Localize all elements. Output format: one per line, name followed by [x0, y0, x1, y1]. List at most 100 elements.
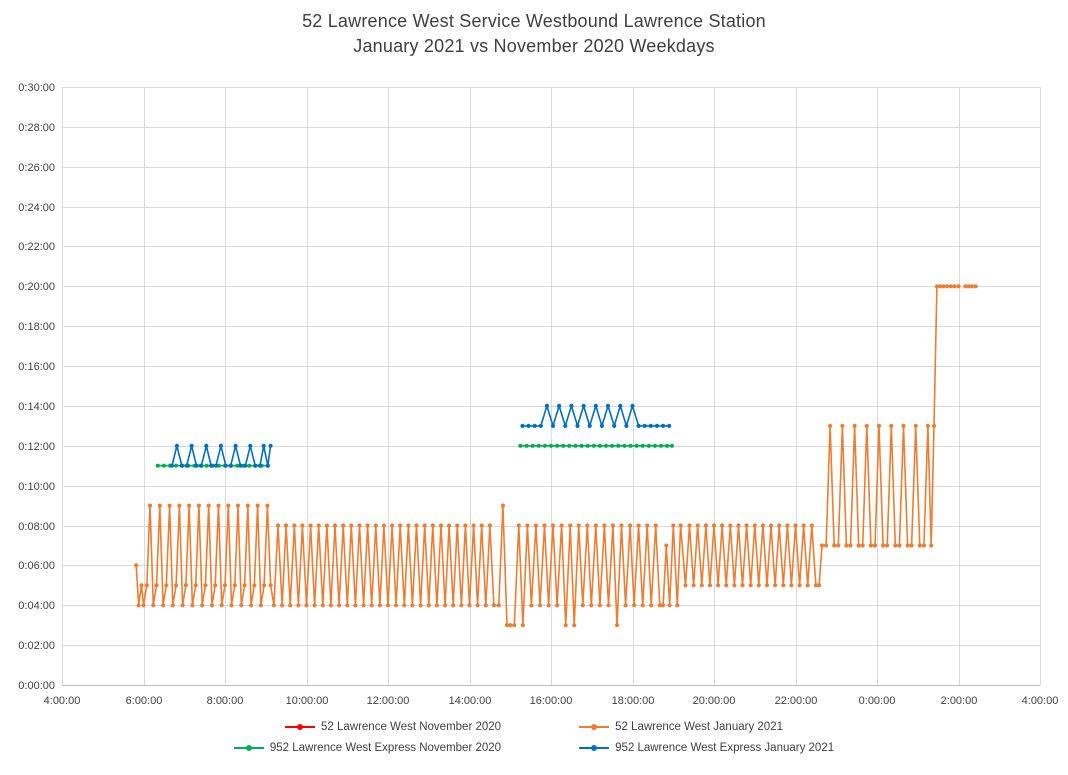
svg-text:0:26:00: 0:26:00 — [18, 162, 55, 174]
data-point — [183, 583, 188, 588]
data-point — [228, 463, 233, 468]
svg-text:6:00:00: 6:00:00 — [126, 695, 163, 707]
data-point — [189, 443, 194, 448]
data-point — [732, 583, 737, 588]
data-point — [245, 503, 250, 508]
data-point — [872, 543, 878, 548]
data-point — [736, 523, 741, 528]
svg-text:0:00:00: 0:00:00 — [18, 680, 55, 692]
data-point — [645, 523, 650, 528]
data-point — [455, 523, 460, 528]
legend-label: 952 Lawrence West Express November 2020 — [269, 742, 502, 754]
legend-item-52-lawrence-west-january-2021: 52 Lawrence West January 2021 — [579, 721, 783, 733]
data-point — [752, 523, 757, 528]
data-point — [284, 523, 289, 528]
data-point — [653, 523, 658, 528]
y-axis-labels: 0:00:00 0:02:00 0:04:00 0:06:00 0:08:00 0:10:… — [18, 82, 55, 692]
data-point — [216, 503, 221, 508]
legend: 52 Lawrence West November 2020 52 Lawrenc… — [0, 721, 1068, 754]
data-point — [459, 603, 464, 608]
data-point — [167, 503, 172, 508]
data-point — [508, 623, 513, 628]
data-point — [665, 443, 670, 448]
data-point — [599, 423, 605, 428]
data-point — [151, 603, 156, 608]
data-point — [268, 443, 273, 448]
data-point — [487, 523, 492, 528]
data-point — [443, 603, 448, 608]
data-point — [581, 403, 586, 408]
data-point — [233, 443, 238, 448]
data-point — [308, 523, 313, 528]
data-point — [610, 523, 616, 528]
data-point — [764, 583, 770, 588]
legend-row: 52 Lawrence West November 2020 52 Lawrenc… — [0, 721, 1068, 733]
data-point — [203, 583, 208, 588]
data-point — [797, 583, 802, 588]
svg-text:0:10:00: 0:10:00 — [18, 481, 55, 493]
svg-text:20:00:00: 20:00:00 — [693, 695, 736, 707]
svg-text:0:30:00: 0:30:00 — [18, 82, 55, 94]
data-point — [141, 603, 146, 608]
data-point — [174, 583, 179, 588]
data-point — [603, 443, 609, 448]
data-point — [243, 463, 248, 468]
legend-item-52-lawrence-west-november-2020: 52 Lawrence West November 2020 — [285, 721, 501, 733]
data-point — [661, 423, 666, 428]
data-point — [542, 443, 548, 448]
svg-text:0:28:00: 0:28:00 — [18, 122, 55, 134]
plot-area: 0:00:00 0:02:00 0:04:00 0:06:00 0:08:00 0:10:… — [18, 82, 1058, 707]
data-point — [619, 523, 624, 528]
data-point — [555, 443, 560, 448]
data-point — [824, 543, 829, 548]
svg-text:0:14:00: 0:14:00 — [18, 401, 55, 413]
data-point — [585, 443, 590, 448]
data-point — [206, 503, 211, 508]
data-point — [174, 443, 179, 448]
data-point — [410, 603, 415, 608]
data-point — [526, 423, 531, 428]
data-point — [893, 543, 898, 548]
data-point — [538, 423, 543, 428]
chart-title-line1: 52 Lawrence West Service Westbound Lawre… — [302, 11, 766, 31]
data-point — [589, 603, 594, 608]
data-point — [667, 603, 672, 608]
svg-text:0:04:00: 0:04:00 — [18, 600, 55, 612]
data-point — [885, 543, 890, 548]
data-point — [353, 603, 358, 608]
data-point — [669, 443, 675, 448]
data-point — [537, 603, 543, 608]
data-point — [525, 523, 530, 528]
data-point — [139, 583, 144, 588]
data-point — [550, 423, 556, 428]
data-point — [602, 523, 607, 528]
data-point — [213, 463, 219, 468]
data-point — [591, 443, 596, 448]
data-point — [832, 543, 837, 548]
data-point — [636, 423, 641, 428]
data-point — [948, 284, 953, 289]
data-point — [426, 603, 431, 608]
data-point — [262, 583, 267, 588]
data-point — [969, 284, 975, 289]
data-point — [365, 523, 370, 528]
data-point — [467, 603, 472, 608]
series-952-lawrence-west-express-january-2021 — [169, 403, 672, 468]
data-point — [561, 443, 566, 448]
svg-text:8:00:00: 8:00:00 — [207, 695, 244, 707]
data-point — [248, 443, 253, 448]
data-point — [817, 583, 822, 588]
data-point — [563, 423, 568, 428]
legend-label: 52 Lawrence West January 2021 — [615, 721, 783, 733]
data-point — [483, 603, 488, 608]
data-point — [678, 523, 683, 528]
data-point — [542, 523, 547, 528]
data-point — [648, 423, 653, 428]
data-point — [931, 423, 937, 428]
svg-text:0:18:00: 0:18:00 — [18, 321, 55, 333]
legend-row: 952 Lawrence West Express November 2020 9… — [0, 742, 1068, 754]
legend-label: 52 Lawrence West November 2020 — [321, 721, 502, 733]
data-point — [349, 523, 354, 528]
data-point — [636, 523, 641, 528]
svg-text:0:22:00: 0:22:00 — [18, 241, 55, 253]
